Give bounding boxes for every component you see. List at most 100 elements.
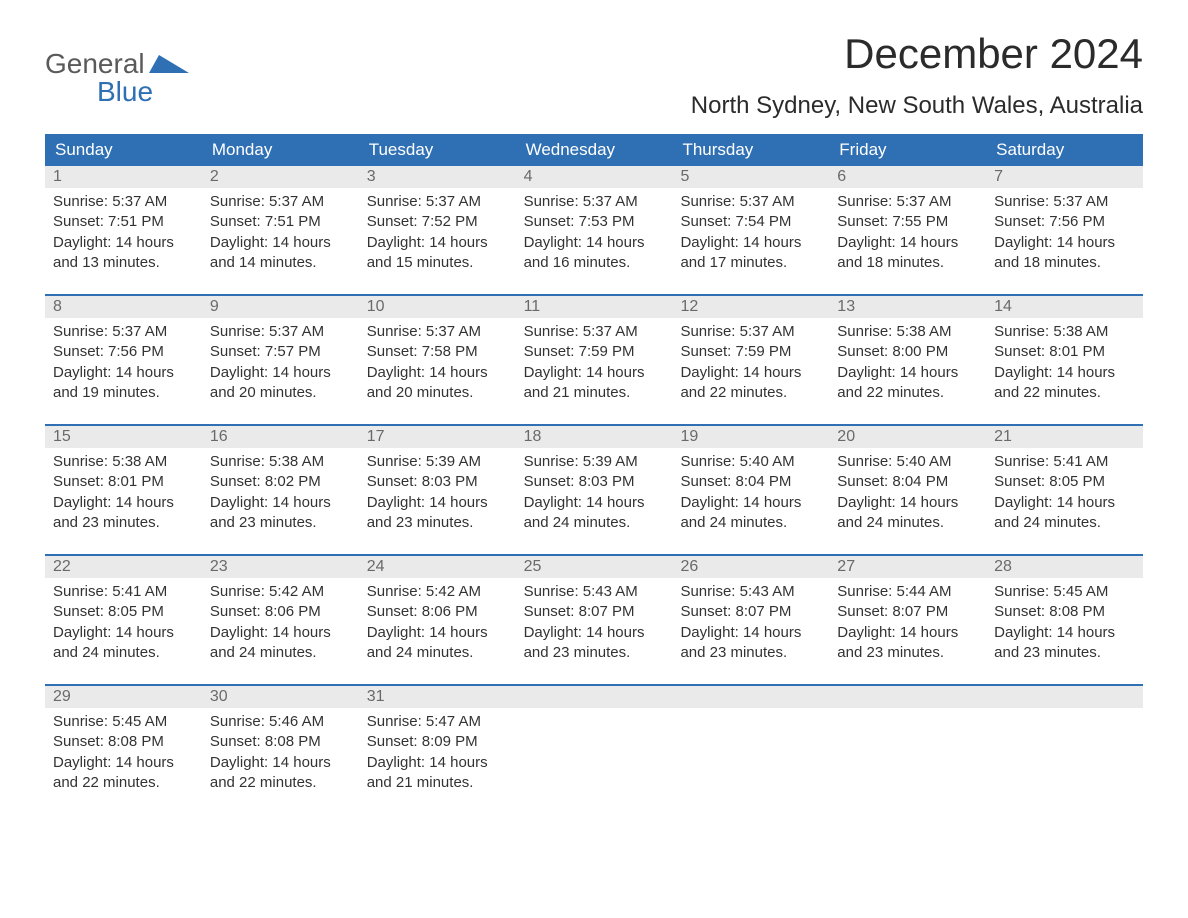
d1-text: Daylight: 14 hours <box>524 363 665 383</box>
sunrise-text: Sunrise: 5:37 AM <box>680 192 821 212</box>
cell-body: Sunrise: 5:43 AMSunset: 8:07 PMDaylight:… <box>516 578 673 671</box>
calendar-cell: 9Sunrise: 5:37 AMSunset: 7:57 PMDaylight… <box>202 296 359 424</box>
sunset-text: Sunset: 7:52 PM <box>367 212 508 232</box>
d2-text: and 23 minutes. <box>53 513 194 533</box>
d2-text: and 23 minutes. <box>210 513 351 533</box>
sunset-text: Sunset: 8:07 PM <box>837 602 978 622</box>
day-number <box>672 686 829 708</box>
week-row: 29Sunrise: 5:45 AMSunset: 8:08 PMDayligh… <box>45 684 1143 814</box>
day-number: 14 <box>986 296 1143 318</box>
sunrise-text: Sunrise: 5:45 AM <box>994 582 1135 602</box>
day-number: 18 <box>516 426 673 448</box>
d2-text: and 18 minutes. <box>994 253 1135 273</box>
sunset-text: Sunset: 8:09 PM <box>367 732 508 752</box>
day-number <box>986 686 1143 708</box>
d1-text: Daylight: 14 hours <box>524 623 665 643</box>
d1-text: Daylight: 14 hours <box>994 493 1135 513</box>
cell-body: Sunrise: 5:37 AMSunset: 7:53 PMDaylight:… <box>516 188 673 281</box>
week-row: 15Sunrise: 5:38 AMSunset: 8:01 PMDayligh… <box>45 424 1143 554</box>
day-number: 31 <box>359 686 516 708</box>
calendar-cell: 10Sunrise: 5:37 AMSunset: 7:58 PMDayligh… <box>359 296 516 424</box>
cell-body: Sunrise: 5:42 AMSunset: 8:06 PMDaylight:… <box>359 578 516 671</box>
sunset-text: Sunset: 8:07 PM <box>524 602 665 622</box>
sunset-text: Sunset: 8:05 PM <box>994 472 1135 492</box>
logo-word-2: Blue <box>45 78 189 106</box>
d1-text: Daylight: 14 hours <box>524 233 665 253</box>
d1-text: Daylight: 14 hours <box>210 753 351 773</box>
d1-text: Daylight: 14 hours <box>53 753 194 773</box>
d1-text: Daylight: 14 hours <box>367 493 508 513</box>
day-number: 1 <box>45 166 202 188</box>
calendar-cell <box>672 686 829 814</box>
day-number: 20 <box>829 426 986 448</box>
sunrise-text: Sunrise: 5:38 AM <box>53 452 194 472</box>
week-row: 22Sunrise: 5:41 AMSunset: 8:05 PMDayligh… <box>45 554 1143 684</box>
cell-body: Sunrise: 5:37 AMSunset: 7:58 PMDaylight:… <box>359 318 516 411</box>
d2-text: and 24 minutes. <box>210 643 351 663</box>
day-number: 9 <box>202 296 359 318</box>
d2-text: and 24 minutes. <box>994 513 1135 533</box>
sunset-text: Sunset: 7:56 PM <box>53 342 194 362</box>
day-number: 13 <box>829 296 986 318</box>
day-number: 12 <box>672 296 829 318</box>
cell-body: Sunrise: 5:37 AMSunset: 7:59 PMDaylight:… <box>672 318 829 411</box>
d1-text: Daylight: 14 hours <box>837 363 978 383</box>
d2-text: and 20 minutes. <box>367 383 508 403</box>
calendar-cell <box>516 686 673 814</box>
calendar-cell: 24Sunrise: 5:42 AMSunset: 8:06 PMDayligh… <box>359 556 516 684</box>
d1-text: Daylight: 14 hours <box>367 623 508 643</box>
sunrise-text: Sunrise: 5:43 AM <box>524 582 665 602</box>
sunrise-text: Sunrise: 5:41 AM <box>994 452 1135 472</box>
day-number: 7 <box>986 166 1143 188</box>
cell-body: Sunrise: 5:45 AMSunset: 8:08 PMDaylight:… <box>45 708 202 801</box>
cell-body: Sunrise: 5:37 AMSunset: 7:51 PMDaylight:… <box>45 188 202 281</box>
d1-text: Daylight: 14 hours <box>210 493 351 513</box>
calendar-cell: 16Sunrise: 5:38 AMSunset: 8:02 PMDayligh… <box>202 426 359 554</box>
sunset-text: Sunset: 7:59 PM <box>680 342 821 362</box>
d2-text: and 14 minutes. <box>210 253 351 273</box>
cell-body: Sunrise: 5:43 AMSunset: 8:07 PMDaylight:… <box>672 578 829 671</box>
calendar-cell: 15Sunrise: 5:38 AMSunset: 8:01 PMDayligh… <box>45 426 202 554</box>
d1-text: Daylight: 14 hours <box>210 363 351 383</box>
day-header: Saturday <box>986 134 1143 166</box>
d2-text: and 24 minutes. <box>367 643 508 663</box>
d1-text: Daylight: 14 hours <box>53 363 194 383</box>
sunset-text: Sunset: 8:01 PM <box>53 472 194 492</box>
cell-body: Sunrise: 5:37 AMSunset: 7:57 PMDaylight:… <box>202 318 359 411</box>
d2-text: and 13 minutes. <box>53 253 194 273</box>
calendar-cell <box>829 686 986 814</box>
sunrise-text: Sunrise: 5:38 AM <box>837 322 978 342</box>
d1-text: Daylight: 14 hours <box>53 623 194 643</box>
sunrise-text: Sunrise: 5:46 AM <box>210 712 351 732</box>
cell-body: Sunrise: 5:37 AMSunset: 7:54 PMDaylight:… <box>672 188 829 281</box>
calendar-cell: 31Sunrise: 5:47 AMSunset: 8:09 PMDayligh… <box>359 686 516 814</box>
logo-word-1: General <box>45 50 145 78</box>
sunrise-text: Sunrise: 5:37 AM <box>837 192 978 212</box>
calendar: Sunday Monday Tuesday Wednesday Thursday… <box>45 134 1143 814</box>
d1-text: Daylight: 14 hours <box>837 623 978 643</box>
sunrise-text: Sunrise: 5:42 AM <box>367 582 508 602</box>
day-number: 28 <box>986 556 1143 578</box>
cell-body: Sunrise: 5:41 AMSunset: 8:05 PMDaylight:… <box>45 578 202 671</box>
cell-body: Sunrise: 5:38 AMSunset: 8:00 PMDaylight:… <box>829 318 986 411</box>
d1-text: Daylight: 14 hours <box>994 363 1135 383</box>
cell-body: Sunrise: 5:37 AMSunset: 7:55 PMDaylight:… <box>829 188 986 281</box>
d2-text: and 16 minutes. <box>524 253 665 273</box>
sunset-text: Sunset: 8:04 PM <box>680 472 821 492</box>
sunset-text: Sunset: 8:08 PM <box>210 732 351 752</box>
cell-body: Sunrise: 5:38 AMSunset: 8:01 PMDaylight:… <box>986 318 1143 411</box>
d1-text: Daylight: 14 hours <box>837 233 978 253</box>
d2-text: and 23 minutes. <box>680 643 821 663</box>
day-number <box>829 686 986 708</box>
calendar-cell: 13Sunrise: 5:38 AMSunset: 8:00 PMDayligh… <box>829 296 986 424</box>
d2-text: and 17 minutes. <box>680 253 821 273</box>
calendar-cell: 14Sunrise: 5:38 AMSunset: 8:01 PMDayligh… <box>986 296 1143 424</box>
sunrise-text: Sunrise: 5:44 AM <box>837 582 978 602</box>
day-header: Monday <box>202 134 359 166</box>
header: General Blue December 2024 North Sydney,… <box>45 30 1143 120</box>
d2-text: and 24 minutes. <box>53 643 194 663</box>
sunset-text: Sunset: 8:01 PM <box>994 342 1135 362</box>
day-number: 5 <box>672 166 829 188</box>
day-number: 25 <box>516 556 673 578</box>
sunrise-text: Sunrise: 5:40 AM <box>837 452 978 472</box>
